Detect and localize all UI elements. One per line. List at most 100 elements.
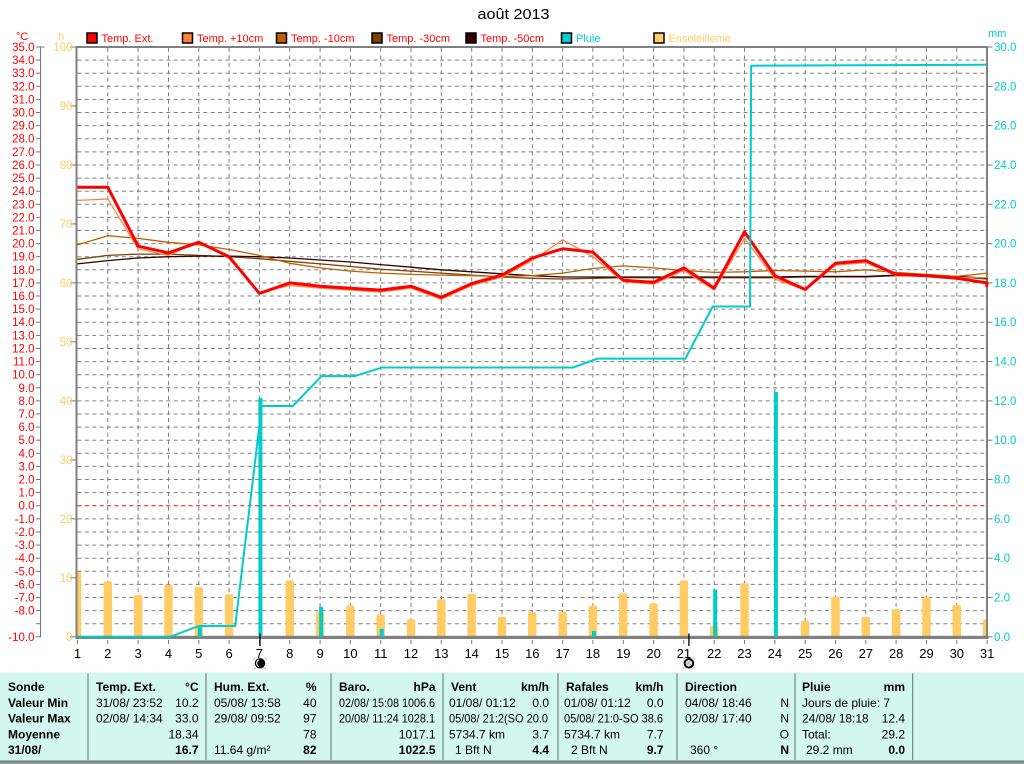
svg-text:4.0: 4.0: [994, 553, 1010, 565]
svg-text:97: 97: [303, 712, 317, 726]
svg-text:01/08/ 01:12: 01/08/ 01:12: [449, 696, 516, 710]
svg-text:1017.1: 1017.1: [399, 727, 436, 741]
svg-text:Rafales: Rafales: [566, 680, 609, 694]
svg-text:14.0: 14.0: [12, 317, 34, 329]
svg-text:18: 18: [586, 646, 600, 661]
svg-text:-7.0: -7.0: [15, 593, 35, 605]
svg-text:26.0: 26.0: [994, 121, 1016, 133]
svg-text:hPa: hPa: [413, 680, 435, 694]
svg-text:78: 78: [303, 727, 317, 741]
svg-text:5734.7 km: 5734.7 km: [564, 727, 620, 741]
svg-text:21.0: 21.0: [12, 226, 34, 238]
svg-text:11.64 g/m²: 11.64 g/m²: [214, 743, 270, 757]
svg-text:3.7: 3.7: [532, 727, 549, 741]
svg-text:22: 22: [707, 646, 721, 661]
svg-text:Valeur Max: Valeur Max: [8, 712, 71, 726]
svg-text:-3.0: -3.0: [15, 540, 35, 552]
svg-text:10: 10: [343, 646, 357, 661]
svg-text:05/08/ 21:2(SO 20.0: 05/08/ 21:2(SO 20.0: [449, 712, 548, 726]
svg-text:20.0: 20.0: [994, 239, 1016, 251]
svg-text:-8.0: -8.0: [15, 606, 35, 618]
svg-text:8.0: 8.0: [994, 475, 1010, 487]
svg-text:70: 70: [60, 219, 73, 231]
svg-text:31: 31: [980, 646, 994, 661]
svg-text:04/08/ 18:46: 04/08/ 18:46: [685, 696, 752, 710]
svg-text:31.0: 31.0: [12, 94, 34, 106]
svg-text:26.0: 26.0: [12, 160, 34, 172]
svg-text:24: 24: [768, 646, 782, 661]
svg-text:20: 20: [646, 646, 660, 661]
svg-text:28: 28: [889, 646, 903, 661]
svg-text:16.0: 16.0: [994, 317, 1016, 329]
svg-text:0: 0: [66, 632, 72, 644]
svg-text:1 Bft N: 1 Bft N: [455, 743, 492, 757]
svg-text:30: 30: [950, 646, 964, 661]
svg-text:O: O: [780, 727, 789, 741]
svg-text:Temp. Ext.: Temp. Ext.: [96, 680, 156, 694]
svg-text:22.0: 22.0: [12, 212, 34, 224]
svg-text:6.0: 6.0: [19, 422, 35, 434]
svg-text:8: 8: [286, 646, 293, 661]
svg-text:9.0: 9.0: [19, 383, 35, 395]
svg-text:km/h: km/h: [521, 680, 549, 694]
svg-text:23.0: 23.0: [12, 199, 34, 211]
svg-text:02/08/ 15:08 1006.6: 02/08/ 15:08 1006.6: [339, 696, 435, 710]
svg-text:29.2: 29.2: [882, 727, 906, 741]
svg-text:Temp. -30cm: Temp. -30cm: [387, 33, 451, 45]
svg-text:7.0: 7.0: [19, 409, 35, 421]
svg-text:19: 19: [616, 646, 630, 661]
svg-text:2 Bft N: 2 Bft N: [571, 743, 608, 757]
svg-text:13.0: 13.0: [12, 330, 34, 342]
svg-text:1.0: 1.0: [19, 488, 35, 500]
svg-text:27.0: 27.0: [12, 147, 34, 159]
svg-text:mm: mm: [884, 680, 905, 694]
svg-text:35.0: 35.0: [12, 42, 34, 54]
svg-text:90: 90: [60, 101, 73, 113]
svg-text:02/08/ 17:40: 02/08/ 17:40: [685, 712, 752, 726]
svg-text:60: 60: [60, 278, 73, 290]
svg-text:%: %: [306, 680, 317, 694]
svg-text:N: N: [780, 696, 789, 710]
svg-text:360 °: 360 °: [690, 743, 718, 757]
svg-text:40: 40: [303, 696, 317, 710]
svg-text:15: 15: [495, 646, 509, 661]
svg-text:100: 100: [53, 42, 72, 54]
svg-text:12: 12: [404, 646, 418, 661]
svg-text:mm: mm: [988, 28, 1006, 40]
svg-text:août 2013: août 2013: [478, 7, 550, 23]
svg-text:29/08/ 09:52: 29/08/ 09:52: [214, 712, 281, 726]
svg-text:25.0: 25.0: [12, 173, 34, 185]
svg-text:Pluie: Pluie: [802, 680, 831, 694]
svg-text:Total:: Total:: [802, 727, 831, 741]
svg-text:3: 3: [134, 646, 141, 661]
svg-text:1022.5: 1022.5: [399, 743, 436, 757]
svg-text:Pluie: Pluie: [576, 33, 600, 45]
svg-text:7.7: 7.7: [647, 727, 664, 741]
svg-text:28.0: 28.0: [994, 81, 1016, 93]
svg-text:82: 82: [303, 743, 317, 757]
svg-text:29.2 mm: 29.2 mm: [806, 743, 853, 757]
svg-text:4.4: 4.4: [532, 743, 549, 757]
svg-text:Vent: Vent: [451, 680, 476, 694]
svg-text:05/08/ 21:0-SO 38.6: 05/08/ 21:0-SO 38.6: [564, 712, 663, 726]
svg-text:-5.0: -5.0: [15, 566, 35, 578]
svg-text:14: 14: [464, 646, 478, 661]
svg-text:-1.0: -1.0: [15, 514, 35, 526]
svg-text:Direction: Direction: [685, 680, 737, 694]
svg-text:27: 27: [859, 646, 873, 661]
svg-text:1: 1: [74, 646, 81, 661]
svg-text:01/08/ 01:12: 01/08/ 01:12: [564, 696, 631, 710]
svg-text:2.0: 2.0: [19, 475, 35, 487]
svg-text:10.0: 10.0: [12, 370, 34, 382]
svg-text:24.0: 24.0: [994, 160, 1016, 172]
svg-text:N: N: [780, 712, 789, 726]
svg-text:20.0: 20.0: [12, 239, 34, 251]
svg-text:12.0: 12.0: [994, 396, 1016, 408]
svg-text:Hum. Ext.: Hum. Ext.: [214, 680, 269, 694]
svg-text:-6.0: -6.0: [15, 579, 35, 591]
svg-text:20/08/ 11:24 1028.1: 20/08/ 11:24 1028.1: [339, 712, 435, 726]
svg-text:18.34: 18.34: [168, 727, 198, 741]
svg-text:11.0: 11.0: [13, 357, 35, 369]
svg-text:80: 80: [60, 160, 73, 172]
svg-text:26: 26: [828, 646, 842, 661]
